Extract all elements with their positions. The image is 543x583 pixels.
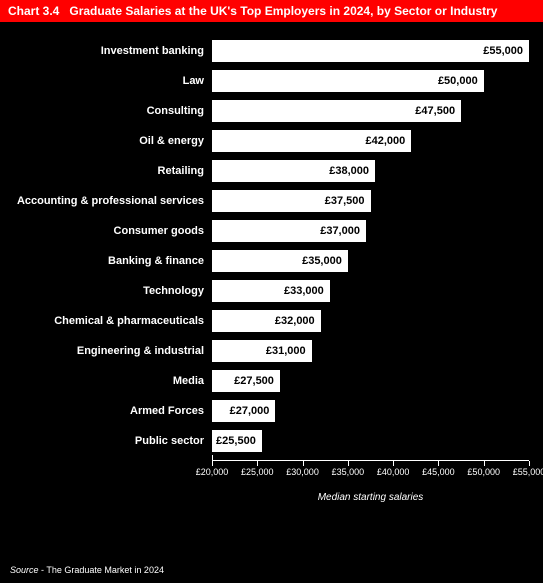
bar: £35,000 <box>212 250 348 272</box>
chart-row: Media £27,500 <box>14 366 529 396</box>
axis-tick-label: £40,000 <box>377 467 410 477</box>
chart-row: Chemical & pharmaceuticals £32,000 <box>14 306 529 336</box>
category-label: Consumer goods <box>14 225 212 237</box>
axis-tick <box>348 461 349 466</box>
bar-zone: £27,000 <box>212 396 529 426</box>
bar-zone: £35,000 <box>212 246 529 276</box>
axis-tick-label: £20,000 <box>196 467 229 477</box>
axis-tick <box>393 461 394 466</box>
category-label: Retailing <box>14 165 212 177</box>
bar: £42,000 <box>212 130 411 152</box>
source-line: Source - The Graduate Market in 2024 <box>10 565 164 575</box>
axis-tick <box>438 461 439 466</box>
value-label: £25,500 <box>216 435 256 447</box>
bar-zone: £37,000 <box>212 216 529 246</box>
value-label: £50,000 <box>438 75 478 87</box>
bar: £38,000 <box>212 160 375 182</box>
bar: £25,500 <box>212 430 262 452</box>
value-label: £31,000 <box>266 345 306 357</box>
bar-zone: £32,000 <box>212 306 529 336</box>
bar-zone: £25,500 <box>212 426 529 456</box>
source-text: The Graduate Market in 2024 <box>46 565 164 575</box>
bar: £37,500 <box>212 190 371 212</box>
value-label: £27,000 <box>230 405 270 417</box>
bar: £50,000 <box>212 70 484 92</box>
chart-header: Chart 3.4 Graduate Salaries at the UK's … <box>0 0 543 22</box>
chart-row: Consulting £47,500 <box>14 96 529 126</box>
bar: £33,000 <box>212 280 330 302</box>
chart-row: Investment banking £55,000 <box>14 36 529 66</box>
value-label: £37,000 <box>320 225 360 237</box>
bar-zone: £31,000 <box>212 336 529 366</box>
category-label: Technology <box>14 285 212 297</box>
bar: £55,000 <box>212 40 529 62</box>
category-label: Oil & energy <box>14 135 212 147</box>
axis-tick-label: £35,000 <box>332 467 365 477</box>
bar: £37,000 <box>212 220 366 242</box>
category-label: Banking & finance <box>14 255 212 267</box>
bar: £32,000 <box>212 310 321 332</box>
category-label: Consulting <box>14 105 212 117</box>
bar-zone: £37,500 <box>212 186 529 216</box>
chart-row: Technology £33,000 <box>14 276 529 306</box>
category-label: Investment banking <box>14 45 212 57</box>
axis-tick-label: £50,000 <box>467 467 500 477</box>
category-label: Media <box>14 375 212 387</box>
bar: £27,500 <box>212 370 280 392</box>
category-label: Law <box>14 75 212 87</box>
chart-row: Consumer goods £37,000 <box>14 216 529 246</box>
bar: £27,000 <box>212 400 275 422</box>
value-label: £42,000 <box>365 135 405 147</box>
axis-tick-label: £25,000 <box>241 467 274 477</box>
bar: £31,000 <box>212 340 312 362</box>
value-label: £27,500 <box>234 375 274 387</box>
chart-row: Banking & finance £35,000 <box>14 246 529 276</box>
chart-row: Armed Forces £27,000 <box>14 396 529 426</box>
chart-number: Chart 3.4 <box>8 4 59 18</box>
axis-tick <box>303 461 304 466</box>
category-label: Chemical & pharmaceuticals <box>14 315 212 327</box>
value-label: £55,000 <box>483 45 523 57</box>
x-axis: £20,000£25,000£30,000£35,000£40,000£45,0… <box>212 460 529 490</box>
category-label: Public sector <box>14 435 212 447</box>
chart-area: Investment banking £55,000 Law £50,000 Consu… <box>0 22 543 456</box>
axis-tick <box>484 461 485 466</box>
chart-row: Oil & energy £42,000 <box>14 126 529 156</box>
bar-zone: £38,000 <box>212 156 529 186</box>
bar-zone: £50,000 <box>212 66 529 96</box>
source-label: Source <box>10 565 39 575</box>
bar: £47,500 <box>212 100 461 122</box>
axis-tick-label: £45,000 <box>422 467 455 477</box>
axis-tick <box>529 461 530 466</box>
value-label: £47,500 <box>415 105 455 117</box>
axis-tick-label: £30,000 <box>286 467 319 477</box>
chart-row: Accounting & professional services £37,50… <box>14 186 529 216</box>
chart-row: Retailing £38,000 <box>14 156 529 186</box>
chart-title: Graduate Salaries at the UK's Top Employ… <box>69 4 497 18</box>
bar-zone: £42,000 <box>212 126 529 156</box>
axis-tick <box>257 461 258 466</box>
x-axis-label: Median starting salaries <box>212 492 529 503</box>
bar-zone: £27,500 <box>212 366 529 396</box>
axis-tick-label: £55,000 <box>513 467 543 477</box>
bar-zone: £33,000 <box>212 276 529 306</box>
value-label: £38,000 <box>329 165 369 177</box>
bar-zone: £55,000 <box>212 36 529 66</box>
value-label: £33,000 <box>284 285 324 297</box>
value-label: £37,500 <box>325 195 365 207</box>
category-label: Accounting & professional services <box>14 195 212 207</box>
axis-tick <box>212 461 213 466</box>
chart-row: Public sector £25,500 <box>14 426 529 456</box>
value-label: £32,000 <box>275 315 315 327</box>
chart-row: Engineering & industrial £31,000 <box>14 336 529 366</box>
category-label: Engineering & industrial <box>14 345 212 357</box>
chart-row: Law £50,000 <box>14 66 529 96</box>
value-label: £35,000 <box>302 255 342 267</box>
bar-zone: £47,500 <box>212 96 529 126</box>
category-label: Armed Forces <box>14 405 212 417</box>
